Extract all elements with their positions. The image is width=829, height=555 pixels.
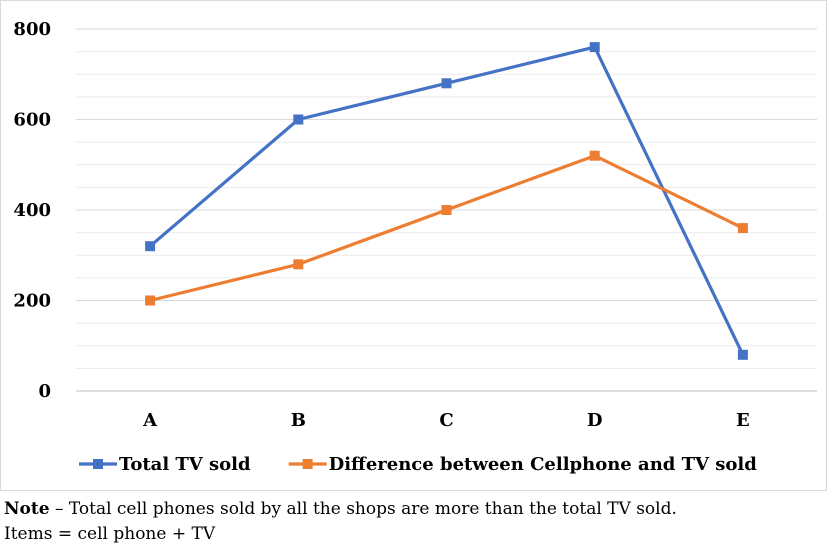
note-text: – Total cell phones sold by all the shop… — [49, 499, 677, 519]
data-point-marker — [737, 223, 748, 234]
data-point-marker — [293, 114, 304, 125]
y-axis-tick-labels: 0 200 400 600 800 — [13, 19, 51, 402]
legend-label-2: Difference between Cellphone and TV sold — [329, 454, 758, 475]
data-point-marker — [145, 295, 156, 306]
note-block: Note – Total cell phones sold by all the… — [4, 497, 826, 547]
y-tick-label: 800 — [13, 19, 51, 40]
note-line-2: Items = cell phone + TV — [4, 524, 216, 544]
data-point-marker — [441, 205, 452, 215]
x-tick-label: E — [736, 410, 750, 431]
x-tick-label: D — [587, 410, 603, 431]
gridlines — [76, 28, 817, 392]
x-tick-label: C — [439, 410, 453, 431]
legend-marker-1 — [93, 459, 103, 469]
data-point-marker — [737, 349, 748, 360]
series-line-2 — [149, 154, 744, 303]
data-point-marker — [293, 259, 304, 270]
y-tick-label: 600 — [13, 110, 51, 131]
legend-marker-2 — [302, 459, 313, 469]
note-line-1: Note – Total cell phones sold by all the… — [4, 497, 826, 522]
data-point-marker — [441, 78, 452, 89]
x-tick-label: B — [291, 410, 306, 431]
legend: Total TV sold Difference between Cellphon… — [79, 454, 757, 475]
data-point-marker — [589, 42, 600, 53]
x-axis-tick-labels: A B C D E — [142, 410, 750, 431]
series-line-1 — [149, 45, 745, 356]
note-key: Note — [4, 499, 50, 519]
legend-label-1: Total TV sold — [119, 454, 251, 475]
series-lines — [145, 42, 748, 360]
line-chart: 0 200 400 600 800 A B C D E Total TV sold Differe… — [13, 19, 817, 475]
x-tick-label: A — [142, 410, 158, 431]
chart-frame: 0 200 400 600 800 A B C D E Total TV sold Differe… — [0, 0, 827, 491]
y-tick-label: 200 — [13, 291, 51, 312]
data-point-marker — [589, 150, 600, 161]
data-point-marker — [145, 241, 156, 252]
y-tick-label: 0 — [38, 381, 51, 402]
y-tick-label: 400 — [13, 200, 51, 221]
